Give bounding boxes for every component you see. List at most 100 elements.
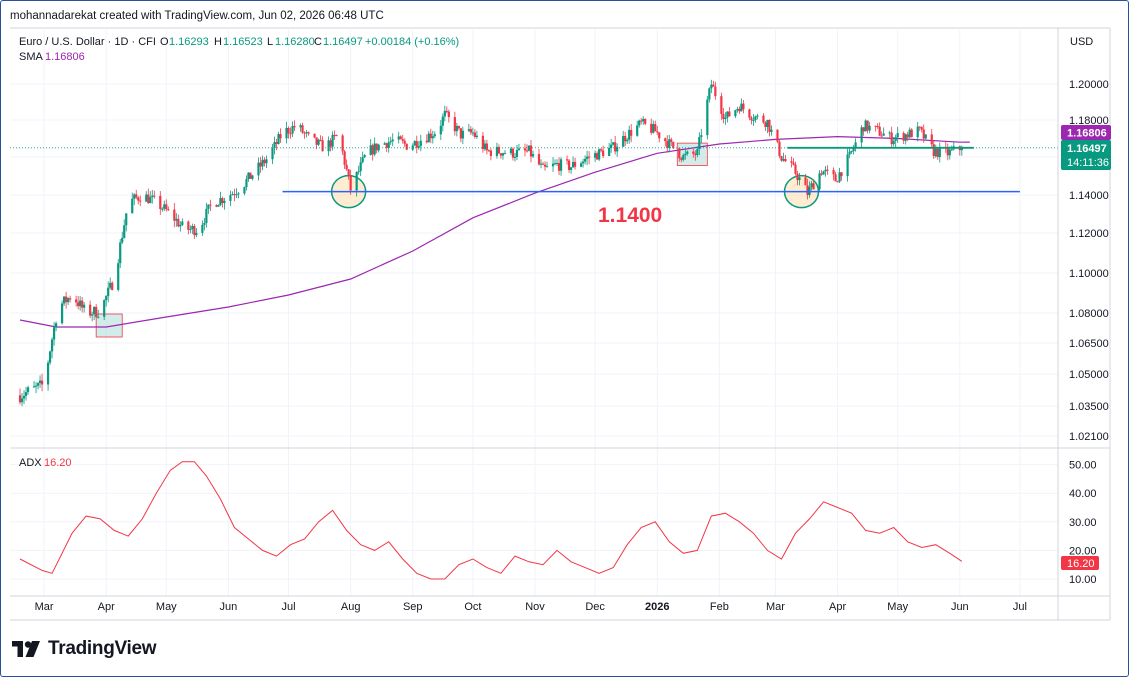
candle-body bbox=[385, 143, 388, 148]
candle-body bbox=[303, 132, 306, 134]
candle-body bbox=[766, 119, 769, 127]
price-axis-tick: 1.20000 bbox=[1069, 79, 1109, 91]
candle-body bbox=[650, 123, 653, 133]
candle-body bbox=[834, 174, 837, 182]
candle-body bbox=[40, 380, 44, 385]
candle-body bbox=[417, 146, 420, 148]
candle-body bbox=[293, 126, 296, 128]
candle-body bbox=[640, 120, 643, 122]
candle-body bbox=[654, 124, 657, 132]
time-axis-label: May bbox=[156, 601, 177, 613]
candle-body bbox=[784, 159, 787, 162]
candle-body bbox=[313, 133, 316, 138]
candle-body bbox=[824, 169, 827, 172]
candle-body bbox=[616, 146, 619, 152]
candle-body bbox=[822, 171, 825, 175]
candle-body bbox=[103, 300, 106, 317]
candle-body bbox=[848, 151, 851, 155]
countdown-text: 14:11:36 bbox=[1067, 157, 1109, 169]
candle-body bbox=[483, 143, 487, 150]
candle-body bbox=[177, 218, 180, 227]
candle-body bbox=[876, 126, 879, 128]
candle-body bbox=[722, 113, 725, 120]
annotations bbox=[10, 146, 1058, 193]
candle-body bbox=[217, 204, 220, 207]
candle-body bbox=[495, 146, 499, 157]
chart-axes: Mar Apr May Jun Jul Aug Sep Oct Nov Dec 2026 Feb Mar… bbox=[10, 27, 1111, 621]
price-axis-tick: 1.03500 bbox=[1069, 401, 1109, 413]
candle-body bbox=[229, 195, 232, 201]
candle-body bbox=[401, 139, 404, 141]
candle-body bbox=[209, 204, 212, 206]
candle-body bbox=[235, 194, 238, 196]
candle-body bbox=[559, 159, 563, 171]
candle-body bbox=[277, 134, 280, 145]
candle-body bbox=[543, 164, 547, 167]
sma-badge-text: 1.16806 bbox=[1067, 128, 1107, 140]
time-axis-label: Mar bbox=[766, 601, 785, 613]
candle-body bbox=[145, 194, 148, 202]
candle-body bbox=[439, 125, 442, 135]
support-level-label: 1.1400 bbox=[598, 204, 662, 227]
candle-body bbox=[335, 135, 338, 137]
candle-body bbox=[628, 129, 631, 140]
candle-body bbox=[888, 132, 891, 134]
candle-body bbox=[501, 153, 505, 156]
price-axis-tick: 1.10000 bbox=[1069, 268, 1109, 280]
candle-body bbox=[930, 134, 933, 145]
candle-body bbox=[680, 158, 683, 160]
highlight-boxes bbox=[95, 142, 820, 338]
candle-body bbox=[960, 147, 963, 151]
candle-body bbox=[221, 198, 224, 204]
legend-sma-label: SMA bbox=[19, 51, 44, 63]
candle-body bbox=[24, 392, 28, 396]
candle-body bbox=[259, 162, 262, 167]
candle-body bbox=[932, 144, 935, 157]
candle-body bbox=[427, 133, 430, 143]
candle-body bbox=[776, 129, 779, 142]
candle-body bbox=[569, 167, 573, 170]
candle-body bbox=[810, 183, 813, 187]
candle-body bbox=[586, 156, 589, 159]
candle-body bbox=[630, 129, 633, 136]
candle-body bbox=[89, 304, 92, 316]
candle-body bbox=[614, 142, 617, 152]
candle-body bbox=[804, 177, 807, 186]
candle-body bbox=[131, 198, 134, 214]
candle-body bbox=[812, 183, 815, 190]
candle-body bbox=[622, 136, 625, 147]
candle-body bbox=[265, 159, 268, 164]
candle-body bbox=[60, 303, 64, 324]
candle-body bbox=[594, 153, 597, 158]
time-axis-label: Feb bbox=[710, 601, 729, 613]
candle-body bbox=[223, 200, 226, 204]
time-axis-label: Dec bbox=[585, 601, 605, 613]
candle-body bbox=[918, 126, 921, 128]
candle-body bbox=[377, 144, 380, 151]
price-axis-tick: 1.02100 bbox=[1069, 431, 1109, 443]
candle-body bbox=[896, 133, 899, 138]
candle-body bbox=[243, 187, 246, 194]
candle-body bbox=[778, 141, 781, 157]
candle-body bbox=[83, 304, 86, 308]
candle-body bbox=[826, 169, 829, 171]
tradingview-brand[interactable]: TradingView bbox=[12, 638, 157, 660]
candle-body bbox=[694, 153, 697, 155]
candle-body bbox=[513, 156, 517, 158]
candle-body bbox=[529, 145, 533, 157]
candle-body bbox=[445, 110, 448, 112]
sma-price-badge: 1.16806 bbox=[1061, 125, 1111, 140]
chart-grid bbox=[10, 30, 1058, 596]
candle-body bbox=[511, 148, 515, 158]
candle-body bbox=[950, 149, 953, 151]
candle-body bbox=[806, 185, 809, 196]
candle-body bbox=[509, 148, 513, 154]
candle-body bbox=[65, 296, 68, 303]
brand-name: TradingView bbox=[48, 638, 157, 659]
candle-body bbox=[233, 194, 236, 196]
candle-body bbox=[792, 162, 795, 165]
candle-body bbox=[471, 132, 474, 134]
candle-body bbox=[22, 395, 26, 399]
